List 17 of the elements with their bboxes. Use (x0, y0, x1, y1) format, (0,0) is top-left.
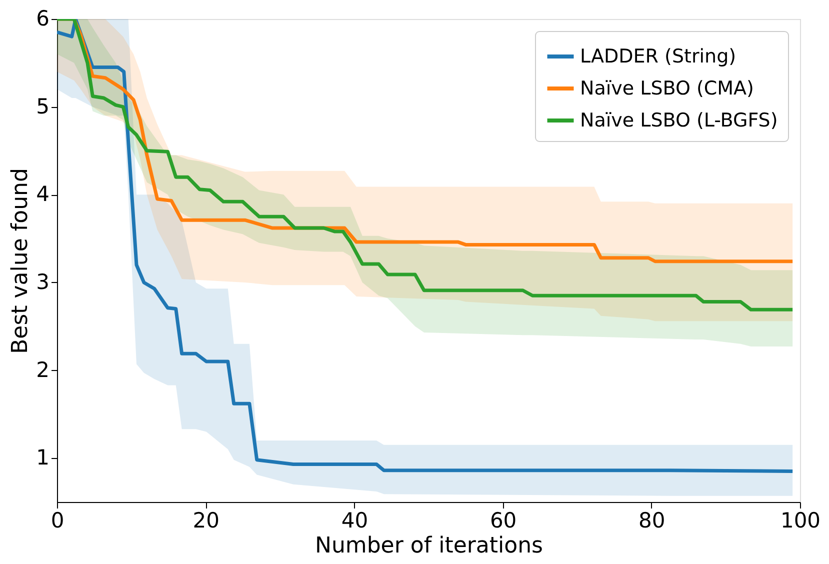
y-tick-label: 4 (36, 182, 50, 206)
y-axis-title: Best value found (8, 168, 34, 354)
legend-label: Naïve LSBO (CMA) (580, 78, 754, 100)
x-tick-label: 60 (490, 508, 517, 532)
y-tick-label: 5 (36, 94, 50, 118)
legend-label: Naïve LSBO (L-BGFS) (580, 110, 778, 132)
x-tick-label: 80 (638, 508, 666, 532)
x-tick-label: 0 (50, 508, 64, 532)
x-tick-label: 100 (780, 508, 821, 532)
y-tick-label: 2 (36, 358, 50, 382)
y-tick-label: 3 (36, 270, 50, 294)
x-axis-title: Number of iterations (315, 534, 543, 558)
x-tick-label: 20 (192, 508, 220, 532)
x-tick-label: 40 (341, 508, 368, 532)
legend-label: LADDER (String) (580, 46, 736, 68)
y-tick-label: 1 (36, 446, 50, 470)
y-tick-label: 6 (36, 6, 50, 30)
